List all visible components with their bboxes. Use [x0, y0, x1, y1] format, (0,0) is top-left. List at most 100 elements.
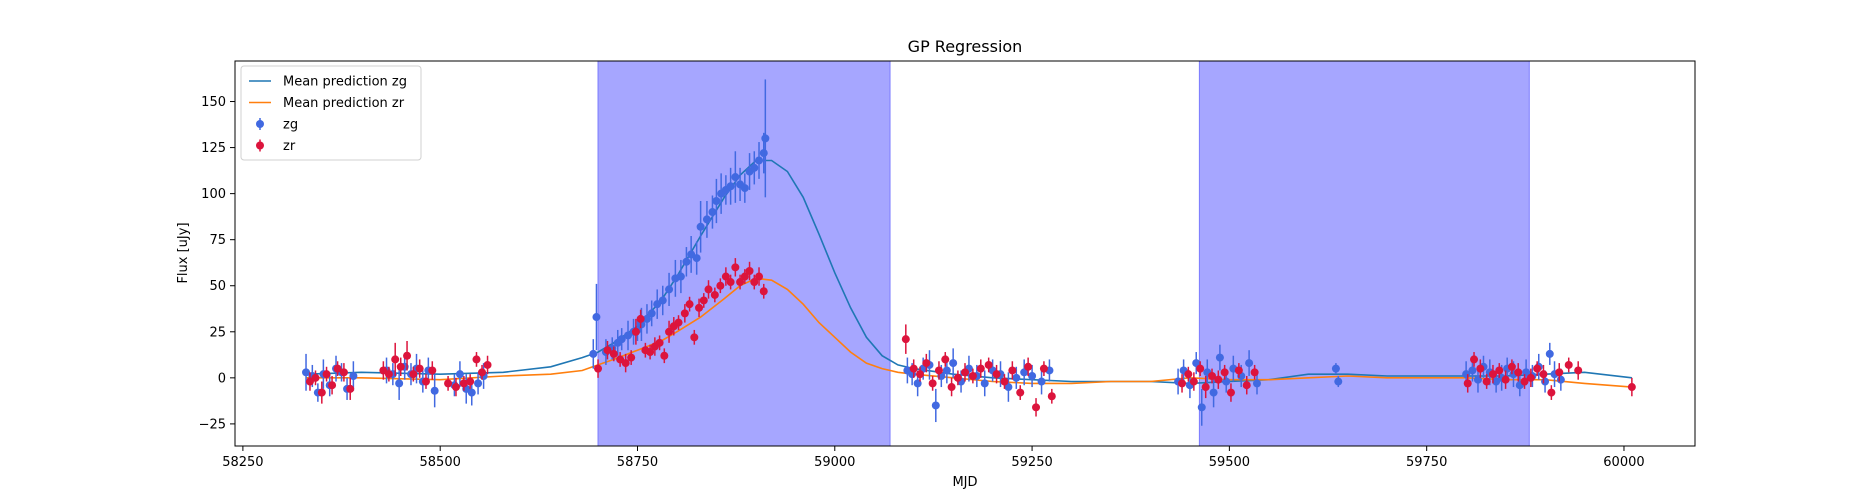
x-tick-label: 59750 — [1406, 455, 1447, 470]
data-point — [740, 184, 749, 193]
data-point — [680, 309, 689, 318]
data-point — [1020, 368, 1029, 377]
data-point — [403, 351, 412, 360]
data-point — [459, 379, 468, 388]
data-point — [636, 314, 645, 323]
data-point — [750, 278, 759, 287]
data-point — [339, 368, 348, 377]
data-point — [1482, 377, 1491, 386]
data-point — [682, 257, 691, 266]
data-point — [708, 208, 717, 217]
data-point — [396, 362, 405, 371]
data-point — [609, 349, 618, 358]
data-point — [726, 278, 735, 287]
data-point — [1242, 381, 1251, 390]
legend-label: zg — [283, 118, 298, 133]
data-point — [1545, 349, 1554, 358]
data-point — [1214, 375, 1223, 384]
data-point — [1197, 403, 1206, 412]
data-point — [1507, 362, 1516, 371]
data-point — [1488, 370, 1497, 379]
data-point — [349, 372, 358, 380]
data-point — [642, 314, 651, 323]
data-point — [731, 173, 740, 182]
data-point — [726, 182, 735, 191]
data-point — [1476, 364, 1485, 373]
legend: Mean prediction zg Mean prediction zr zg zr — [240, 65, 422, 161]
data-point — [1196, 364, 1205, 373]
data-point — [1468, 366, 1477, 375]
data-point — [472, 355, 481, 364]
x-tick-label: 59000 — [814, 455, 855, 470]
data-point — [603, 346, 612, 355]
data-point — [1253, 379, 1261, 388]
data-point — [1024, 362, 1033, 371]
data-point — [992, 370, 1001, 379]
data-point — [699, 296, 708, 305]
data-point — [1526, 373, 1535, 382]
data-point — [755, 272, 764, 281]
data-point — [346, 384, 355, 393]
data-point — [478, 368, 487, 377]
data-point — [660, 351, 669, 360]
y-axis-label: Flux [uJy] — [176, 222, 191, 283]
data-point — [961, 368, 969, 377]
data-point — [916, 370, 925, 379]
data-point — [1004, 383, 1013, 392]
data-point — [1547, 388, 1556, 397]
data-point — [761, 134, 770, 143]
data-point — [1234, 366, 1243, 375]
data-point — [931, 401, 940, 410]
data-point — [665, 285, 674, 294]
data-point — [384, 370, 393, 379]
plot-area: 58250 58500 58750 59000 59250 59500 59750 60000… — [199, 60, 1696, 470]
data-point — [980, 379, 989, 388]
data-point — [1514, 368, 1523, 377]
data-point — [594, 364, 603, 373]
legend-marker-swatch — [256, 120, 264, 128]
x-tick-label: 58750 — [617, 455, 658, 470]
data-point — [467, 388, 476, 397]
data-point — [1495, 366, 1504, 375]
data-point — [428, 366, 437, 375]
data-point — [716, 281, 725, 290]
data-point — [1555, 368, 1564, 377]
data-point — [1222, 377, 1231, 386]
data-point — [704, 285, 713, 294]
data-point — [968, 372, 977, 380]
data-point — [1463, 379, 1472, 388]
data-point — [1533, 364, 1542, 373]
data-point — [589, 349, 598, 358]
data-point — [333, 364, 342, 373]
y-tick-label: 150 — [201, 95, 226, 110]
data-point — [1209, 388, 1218, 397]
data-point — [415, 364, 424, 373]
data-point — [322, 370, 331, 379]
data-point — [692, 254, 701, 263]
data-point — [949, 359, 958, 368]
data-point — [302, 368, 311, 377]
data-point — [1334, 377, 1343, 386]
data-point — [1539, 370, 1548, 379]
data-point — [1564, 360, 1573, 369]
data-point — [1331, 364, 1340, 373]
legend-box — [240, 65, 422, 161]
data-point — [1250, 368, 1259, 377]
data-point — [736, 278, 745, 287]
data-point — [947, 383, 956, 392]
data-point — [731, 263, 740, 272]
data-point — [483, 360, 492, 369]
data-point — [690, 333, 699, 342]
data-point — [474, 379, 483, 388]
data-point — [1627, 383, 1636, 392]
data-point — [1189, 377, 1198, 386]
chart-title: GP Regression — [908, 37, 1023, 56]
data-point — [1000, 377, 1009, 386]
data-point — [658, 296, 667, 305]
x-tick-label: 59500 — [1209, 455, 1250, 470]
data-point — [759, 149, 768, 158]
data-point — [647, 309, 656, 318]
data-point — [1178, 379, 1187, 388]
data-point — [755, 156, 764, 165]
